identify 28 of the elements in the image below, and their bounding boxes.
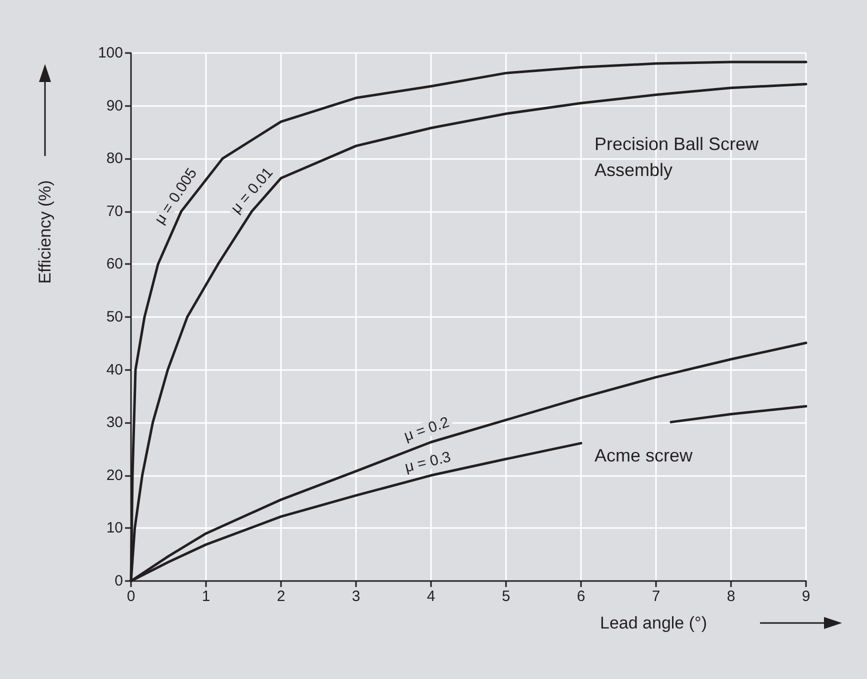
- y-tick-label: 60: [106, 256, 123, 273]
- annotation: Precision Ball Screw Assembly: [594, 134, 764, 180]
- x-tick-label: 5: [502, 588, 510, 605]
- annotation: Acme screw: [594, 445, 694, 466]
- x-tick-label: 7: [652, 588, 660, 605]
- y-tick-label: 40: [106, 361, 123, 378]
- x-axis-title: Lead angle (°): [600, 614, 707, 632]
- y-tick-label: 30: [106, 414, 123, 432]
- x-tick-label: 4: [426, 588, 436, 605]
- y-tick-label: 80: [106, 150, 123, 168]
- x-tick-label: 1: [202, 588, 210, 605]
- y-tick-label: 90: [106, 97, 123, 114]
- text: μ = 0.3: [403, 448, 452, 476]
- y-axis-title: Efficiency (%): [36, 180, 54, 284]
- text: μ = 0.01: [228, 164, 276, 217]
- y-tick-label: 20: [106, 466, 123, 484]
- y-tick-label: 70: [106, 202, 123, 220]
- x-tick-label: 6: [576, 588, 586, 605]
- x-tick-label: 3: [352, 588, 360, 605]
- x-tick-label: 9: [802, 588, 810, 605]
- y-tick-label: 0: [114, 572, 123, 590]
- y-tick-label: 50: [106, 308, 123, 326]
- y-tick-label: 100: [98, 44, 123, 62]
- y-tick-label: 10: [106, 520, 123, 537]
- x-tick-label: 8: [726, 588, 736, 605]
- x-tick-label: 2: [276, 588, 286, 605]
- text: μ = 0.2: [402, 414, 452, 445]
- x-tick-label: 0: [126, 588, 136, 605]
